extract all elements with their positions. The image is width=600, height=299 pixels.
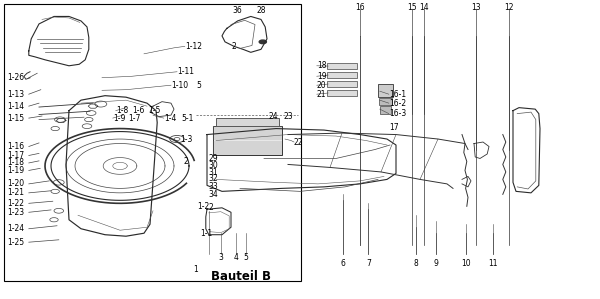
Text: 13: 13: [471, 3, 481, 12]
Text: 1-25: 1-25: [7, 238, 25, 247]
Bar: [4, 4, 301, 281]
Text: 1-26: 1-26: [7, 73, 25, 82]
Text: 16-3: 16-3: [389, 109, 406, 118]
Bar: [327, 90, 357, 96]
Bar: [327, 72, 357, 78]
Text: 1-24: 1-24: [7, 224, 25, 233]
Text: 7: 7: [366, 259, 371, 268]
Text: 28: 28: [257, 6, 266, 15]
Bar: [378, 84, 393, 97]
Text: 34: 34: [209, 190, 218, 199]
Text: 14: 14: [419, 3, 428, 12]
Text: 1-17: 1-17: [7, 151, 25, 160]
Text: 30: 30: [209, 161, 218, 170]
Text: 12: 12: [504, 3, 514, 12]
Text: 1-21: 1-21: [7, 188, 24, 197]
Text: 4: 4: [233, 253, 238, 262]
Text: 2: 2: [183, 157, 188, 166]
Text: 1-13: 1-13: [7, 90, 25, 99]
Text: 36: 36: [233, 6, 242, 15]
Text: 1-10: 1-10: [171, 81, 188, 90]
Text: 1-3: 1-3: [180, 135, 193, 144]
Text: 20: 20: [317, 81, 326, 90]
Text: 16-1: 16-1: [389, 90, 406, 99]
Text: 8: 8: [413, 259, 418, 268]
Text: 29: 29: [209, 154, 218, 163]
Text: 1-16: 1-16: [7, 142, 25, 151]
Text: 3: 3: [218, 253, 223, 262]
Text: 18: 18: [317, 61, 326, 70]
Text: Bauteil B: Bauteil B: [211, 270, 271, 283]
Text: 1-2: 1-2: [197, 202, 209, 211]
Bar: [327, 81, 357, 87]
Bar: [379, 98, 392, 105]
Text: 22: 22: [294, 138, 304, 147]
Text: 1-6: 1-6: [132, 106, 145, 115]
Text: 11: 11: [488, 259, 498, 268]
Bar: [380, 106, 391, 114]
Text: 1-8: 1-8: [116, 106, 128, 115]
Text: 1-18: 1-18: [7, 158, 24, 167]
Text: 1-22: 1-22: [7, 199, 24, 208]
Circle shape: [259, 40, 266, 44]
Text: 1-11: 1-11: [177, 67, 194, 76]
Text: 1-12: 1-12: [185, 42, 202, 51]
Text: 1-23: 1-23: [7, 208, 25, 217]
Text: 5: 5: [244, 253, 248, 262]
Text: 5: 5: [196, 81, 201, 90]
Text: 1-15: 1-15: [7, 114, 25, 123]
Text: 1-5: 1-5: [148, 106, 161, 115]
Text: 15: 15: [407, 3, 416, 12]
Text: 1-9: 1-9: [113, 114, 125, 123]
Text: 19: 19: [317, 72, 326, 81]
Bar: [213, 126, 282, 155]
Text: 1-19: 1-19: [7, 166, 25, 175]
Text: 21: 21: [317, 90, 326, 99]
Text: 2: 2: [231, 42, 236, 51]
Text: 31: 31: [209, 168, 218, 177]
Bar: [216, 118, 279, 126]
Text: 16-2: 16-2: [389, 99, 406, 108]
Text: 1-7: 1-7: [128, 114, 140, 123]
Text: 10: 10: [461, 259, 470, 268]
Text: 6: 6: [341, 259, 346, 268]
Text: 1-20: 1-20: [7, 179, 25, 188]
Text: 17: 17: [389, 123, 398, 132]
Text: 1: 1: [193, 265, 198, 274]
Text: 1-14: 1-14: [7, 102, 25, 111]
Text: 2: 2: [209, 203, 214, 212]
Text: 1-1: 1-1: [200, 229, 212, 238]
Text: 33: 33: [209, 182, 218, 191]
Text: 9: 9: [434, 259, 439, 268]
Text: 5-1: 5-1: [182, 114, 194, 123]
Text: 32: 32: [209, 174, 218, 183]
Text: 16: 16: [355, 3, 365, 12]
Text: 23: 23: [284, 112, 293, 121]
Text: 24: 24: [268, 112, 278, 121]
Bar: [327, 63, 357, 69]
Text: 1-4: 1-4: [164, 114, 176, 123]
